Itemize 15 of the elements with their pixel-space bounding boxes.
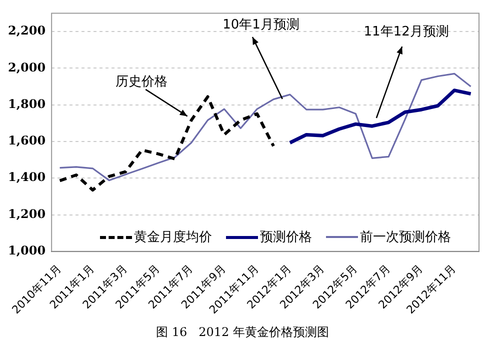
line-series (58, 95, 276, 192)
legend-label: 预测价格 (260, 229, 312, 246)
legend-label: 黄金月度均价 (134, 229, 212, 246)
legend-label: 前一次预测价格 (360, 229, 451, 246)
annotation: 历史价格 (115, 74, 168, 90)
annotation: 10年1月预测 (222, 17, 300, 32)
y-tick-label: 1,000 (8, 244, 46, 258)
y-tick-label: 1,600 (8, 134, 46, 148)
y-tick-label: 1,200 (8, 206, 46, 221)
text: 图 16 2012 年黄金价格预测图 (155, 324, 330, 341)
annotation: 11年12月预测 (364, 24, 449, 40)
y-tick-label: 1,400 (8, 170, 46, 184)
y-tick-label: 1,800 (8, 96, 46, 111)
y-tick-label: 2,200 (8, 24, 46, 38)
y-tick-label: 2,000 (8, 60, 46, 74)
